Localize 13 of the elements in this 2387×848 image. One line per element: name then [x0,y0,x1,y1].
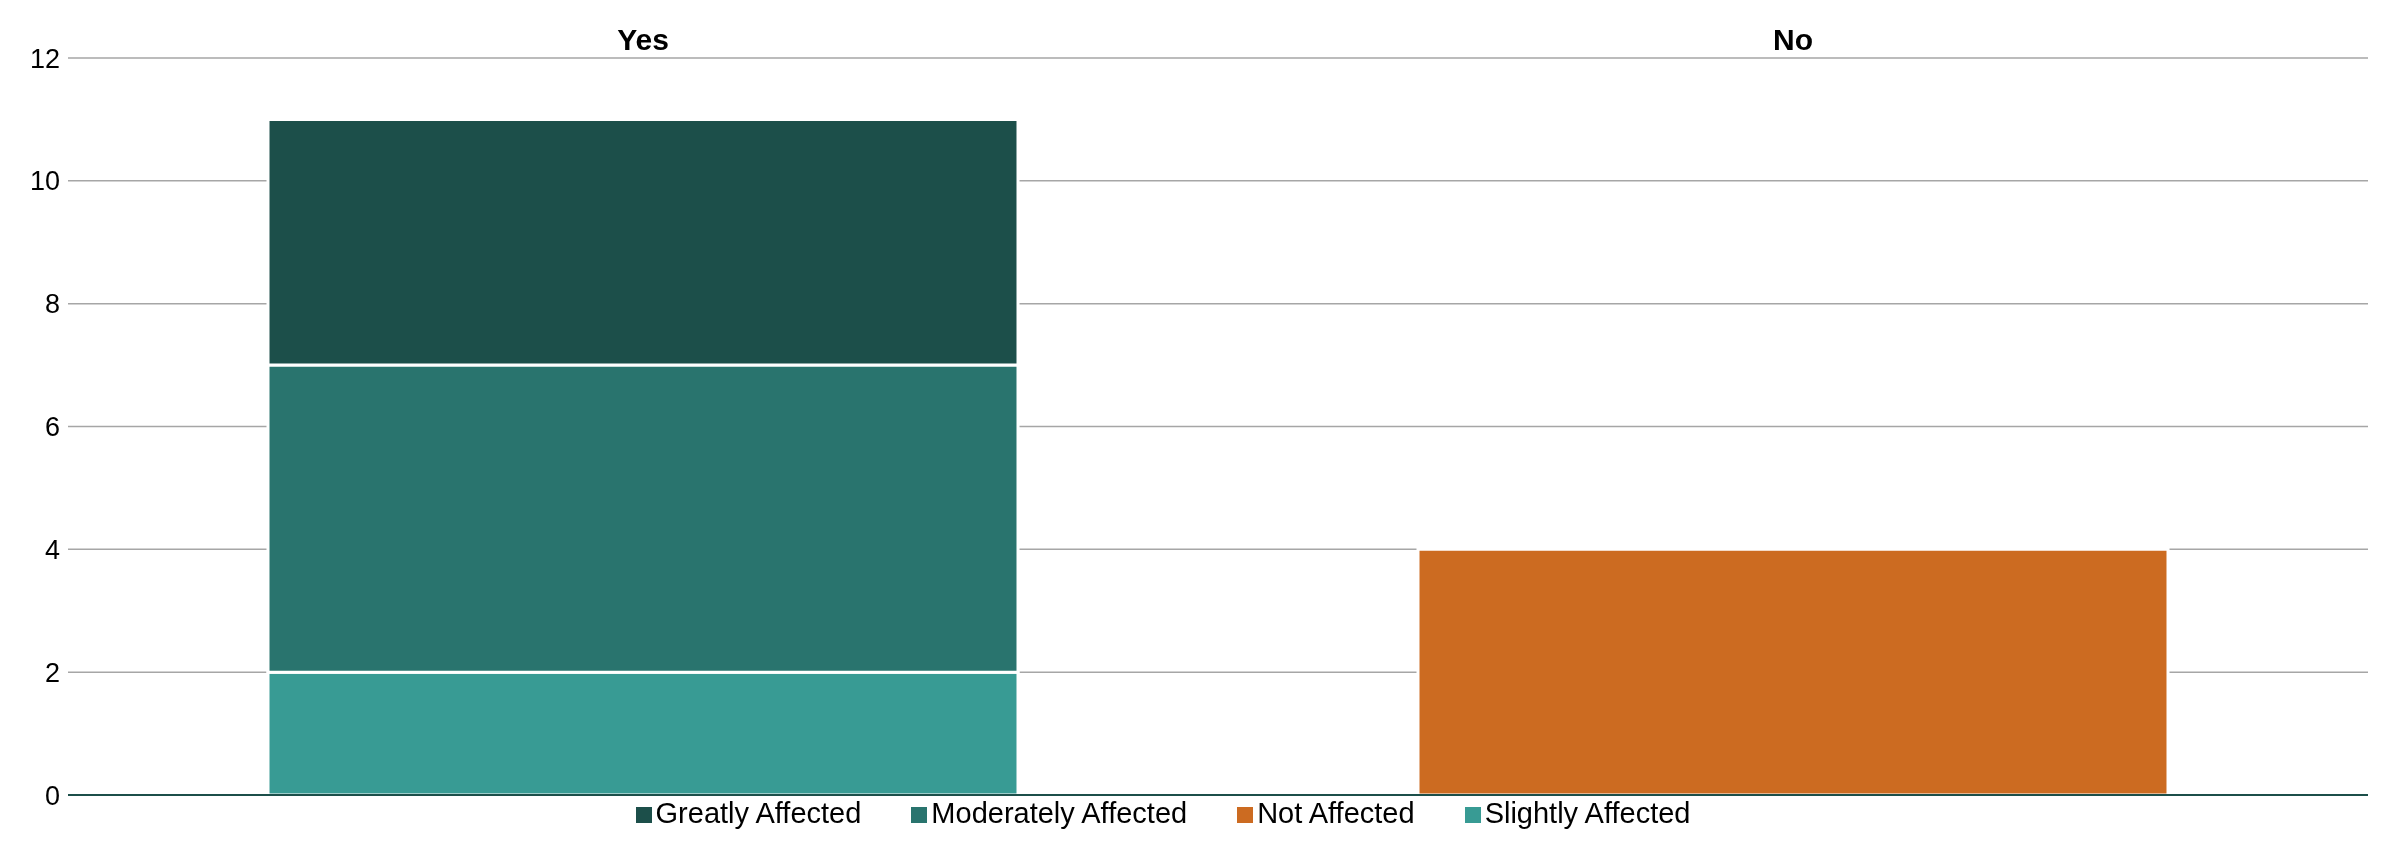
legend-label: Slightly Affected [1484,797,1691,829]
legend-label: Greatly Affected [655,797,862,829]
y-tick-label: 0 [44,780,60,811]
x-tick-label: No [1773,23,1813,56]
y-tick-label: 10 [29,166,60,197]
legend-label: Moderately Affected [931,797,1188,829]
legend-label: Not Affected [1257,797,1415,829]
y-tick-label: 12 [29,43,60,74]
y-tick-label: 8 [44,289,60,320]
y-tick-label: 2 [44,657,60,688]
y-tick-label: 6 [44,412,60,443]
y-tick-label: 4 [44,534,60,565]
x-tick-label: Yes [617,23,669,56]
